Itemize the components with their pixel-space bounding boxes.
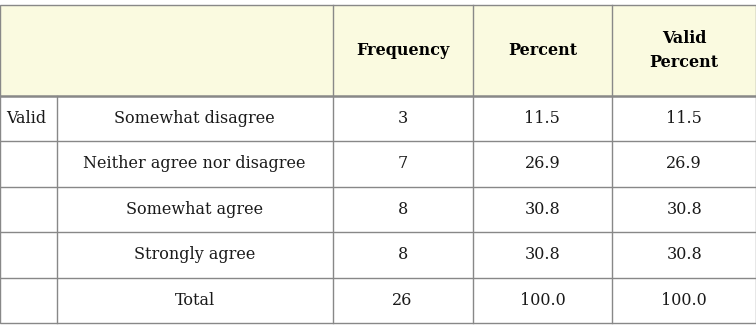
Text: 26.9: 26.9: [525, 155, 560, 172]
Text: 11.5: 11.5: [666, 110, 702, 127]
Text: 11.5: 11.5: [525, 110, 560, 127]
Text: 26.9: 26.9: [666, 155, 702, 172]
Text: Frequency: Frequency: [356, 42, 449, 59]
Text: 8: 8: [398, 246, 407, 263]
Text: Somewhat agree: Somewhat agree: [126, 201, 263, 218]
Text: Total: Total: [175, 292, 215, 309]
Text: 30.8: 30.8: [666, 246, 702, 263]
Text: 30.8: 30.8: [666, 201, 702, 218]
Text: Valid
Percent: Valid Percent: [649, 30, 719, 71]
Bar: [0, 5, 756, 95]
Text: Somewhat disagree: Somewhat disagree: [114, 110, 275, 127]
Text: 30.8: 30.8: [525, 201, 560, 218]
Bar: [0, 95, 756, 323]
Text: Percent: Percent: [508, 42, 577, 59]
Text: 26: 26: [392, 292, 413, 309]
Text: Neither agree nor disagree: Neither agree nor disagree: [83, 155, 306, 172]
Text: 7: 7: [398, 155, 407, 172]
Text: 8: 8: [398, 201, 407, 218]
Text: 100.0: 100.0: [519, 292, 565, 309]
Text: 3: 3: [398, 110, 407, 127]
Text: 30.8: 30.8: [525, 246, 560, 263]
Text: 100.0: 100.0: [662, 292, 707, 309]
Text: Strongly agree: Strongly agree: [134, 246, 256, 263]
Text: Valid: Valid: [6, 110, 46, 127]
